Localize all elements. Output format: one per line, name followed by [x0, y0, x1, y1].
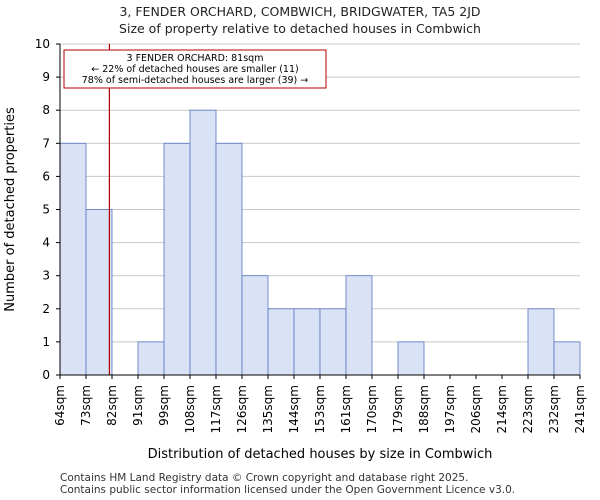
x-tick-label: 232sqm	[547, 385, 561, 433]
bar-64sqm	[59, 142, 87, 376]
x-tick-label: 108sqm	[183, 385, 197, 433]
annotation-larger: 78% of semi-detached houses are larger (…	[82, 75, 309, 86]
bar-223sqm	[527, 308, 555, 376]
annotation-smaller: ← 22% of detached houses are smaller (11…	[91, 64, 298, 75]
x-tick-label: 99sqm	[157, 385, 171, 426]
y-tick-label: 0	[42, 368, 50, 382]
x-tick-label: 241sqm	[573, 385, 587, 433]
y-ticks: 0 1 2 3 4 5 6 7 8 9 10	[35, 37, 60, 382]
annotation-frame	[63, 49, 327, 89]
x-axis-label: Distribution of detached houses by size …	[148, 447, 493, 462]
y-tick-label: 9	[42, 70, 50, 84]
bar-108sqm	[189, 109, 217, 376]
annotation-title: 3 FENDER ORCHARD: 81sqm	[127, 53, 264, 64]
bar-99sqm	[163, 142, 191, 376]
x-tick-label: 153sqm	[313, 385, 327, 433]
chart-title: Size of property relative to detached ho…	[119, 21, 481, 36]
y-tick-label: 7	[42, 136, 50, 150]
chart-title-address: 3, FENDER ORCHARD, COMBWICH, BRIDGWATER,…	[119, 4, 481, 19]
y-tick-label: 6	[42, 169, 50, 183]
x-tick-label: 117sqm	[209, 385, 223, 433]
bar-144sqm	[293, 308, 321, 376]
x-tick-label: 197sqm	[443, 385, 457, 433]
bar-232sqm	[553, 341, 581, 376]
x-tick-label: 135sqm	[261, 385, 275, 433]
y-tick-label: 2	[42, 302, 50, 316]
annotation-box: 3 FENDER ORCHARD: 81sqm ← 22% of detache…	[63, 49, 327, 89]
bar-117sqm	[215, 142, 243, 376]
x-tick-label: 144sqm	[287, 385, 301, 433]
y-tick-label: 5	[42, 203, 50, 217]
x-tick-label: 179sqm	[391, 385, 405, 433]
x-tick-label: 126sqm	[235, 385, 249, 433]
bar-161sqm	[345, 275, 373, 376]
bar-153sqm	[319, 308, 347, 376]
x-tick-label: 214sqm	[495, 385, 509, 433]
x-tick-label: 82sqm	[105, 385, 119, 426]
x-tick-label: 206sqm	[469, 385, 483, 433]
bar-135sqm	[267, 308, 295, 376]
x-ticks: 64sqm 73sqm 82sqm 91sqm 99sqm 108sqm 117sqm 126…	[53, 375, 587, 433]
x-tick-label: 223sqm	[521, 385, 535, 433]
y-tick-label: 3	[42, 269, 50, 283]
y-tick-label: 4	[42, 236, 50, 250]
bar-179sqm	[397, 341, 425, 376]
x-tick-label: 170sqm	[365, 385, 379, 433]
bar-91sqm	[137, 341, 165, 376]
x-tick-label: 64sqm	[53, 385, 67, 426]
bar-126sqm	[241, 275, 269, 376]
y-tick-label: 10	[35, 37, 50, 51]
x-tick-label: 161sqm	[339, 385, 353, 433]
bar-73sqm	[85, 209, 113, 376]
y-tick-label: 1	[42, 335, 50, 349]
x-tick-label: 188sqm	[417, 385, 431, 433]
x-tick-label: 91sqm	[131, 385, 145, 426]
y-axis-label: Number of detached properties	[3, 107, 18, 312]
y-tick-label: 8	[42, 103, 50, 117]
footer-copyright: Contains HM Land Registry data © Crown c…	[60, 472, 469, 484]
x-tick-label: 73sqm	[79, 385, 93, 426]
footer-licence: Contains public sector information licen…	[60, 484, 516, 496]
